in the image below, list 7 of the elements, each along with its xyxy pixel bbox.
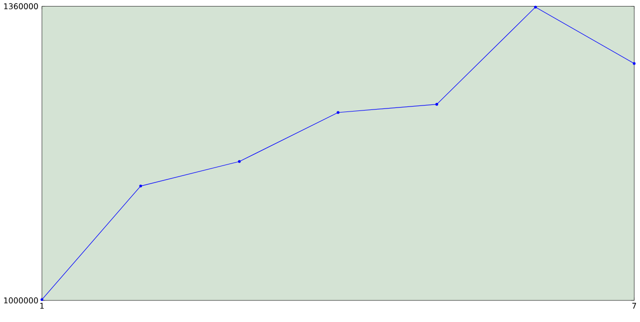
point <box>139 184 142 188</box>
point <box>435 102 438 106</box>
point <box>336 111 340 114</box>
point <box>632 62 636 65</box>
point <box>40 298 44 301</box>
point <box>238 160 241 163</box>
point <box>534 6 537 8</box>
